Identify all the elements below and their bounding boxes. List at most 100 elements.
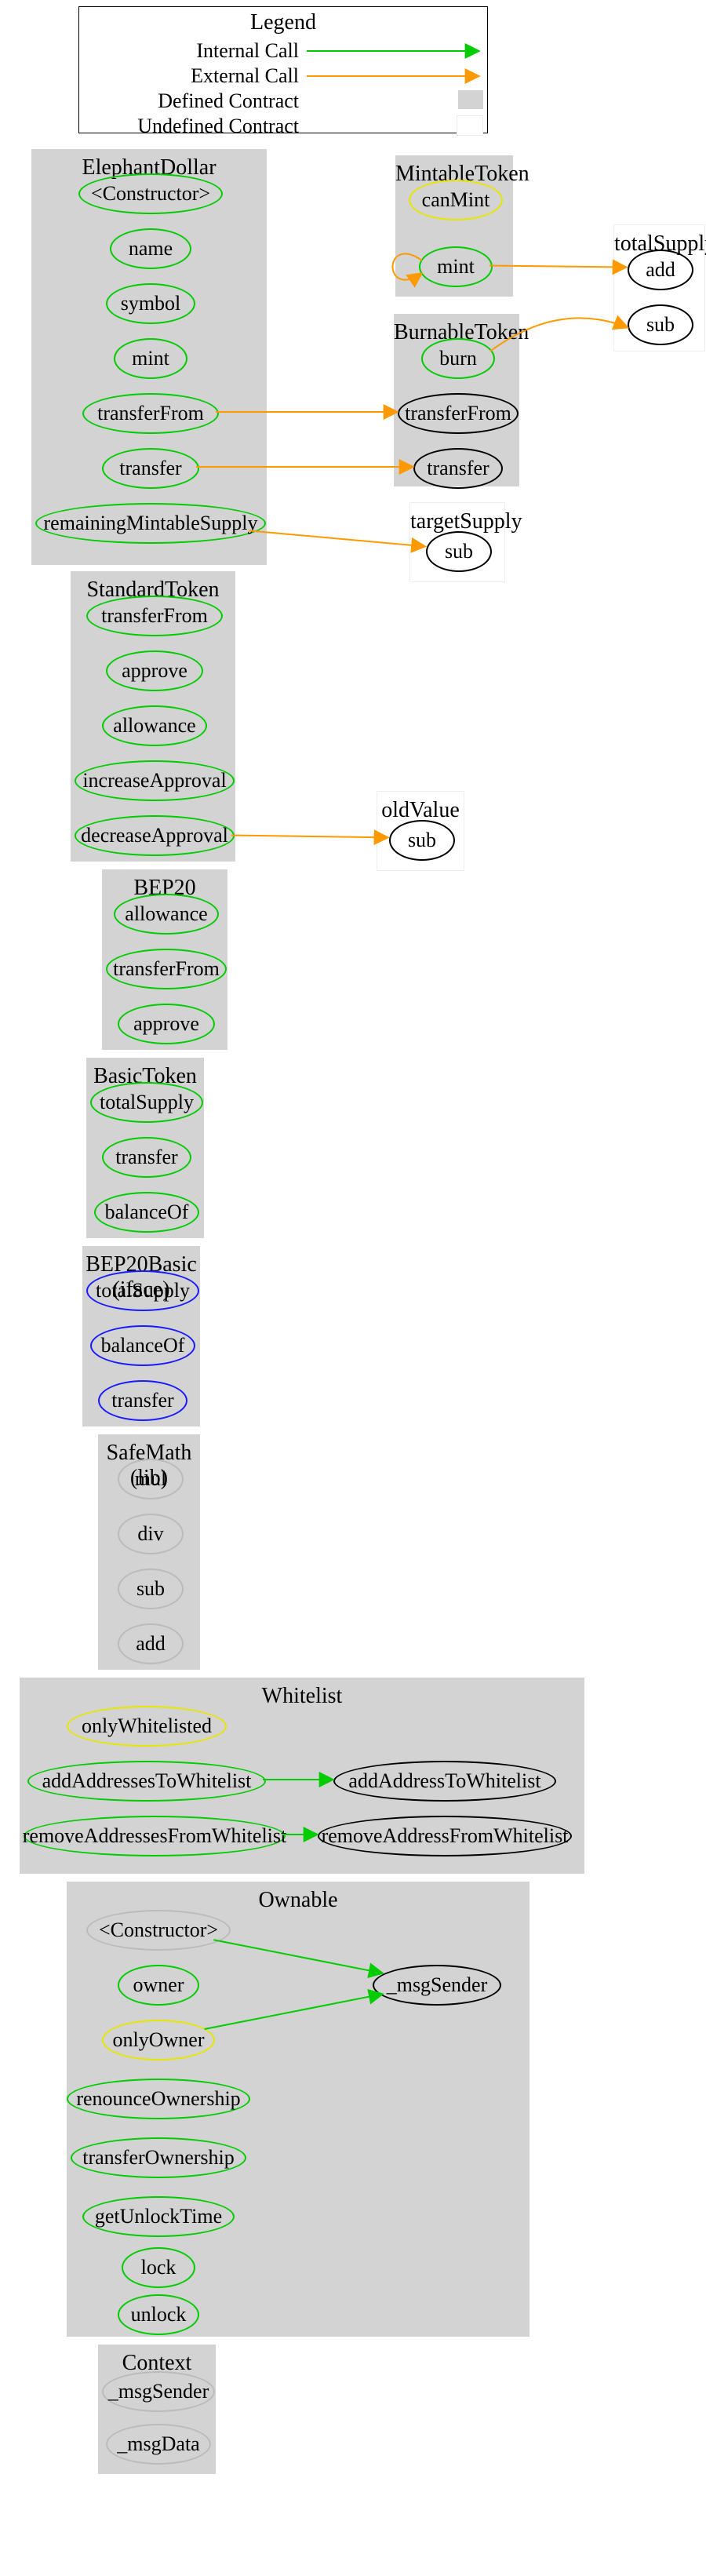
legend-label: Defined Contract: [79, 89, 307, 113]
legend-swatch: [458, 90, 483, 109]
fn-label: add: [136, 1632, 166, 1656]
fn-ow_transfer: transferOwnership: [71, 2137, 246, 2178]
fn-label: transfer: [115, 1146, 177, 1169]
fn-label: transferFrom: [113, 957, 220, 981]
fn-bat_totalSupply: totalSupply: [90, 1082, 203, 1123]
fn-ow_msgSender: _msgSender: [373, 1965, 501, 2006]
legend-label: External Call: [79, 64, 307, 88]
fn-label: owner: [133, 1973, 184, 1997]
fn-label: add: [646, 258, 675, 282]
fn-label: remainingMintableSupply: [44, 512, 258, 535]
fn-label: increaseApproval: [82, 769, 226, 792]
fn-wl_addOne: addAddressToWhitelist: [333, 1761, 556, 1802]
legend-label: Internal Call: [79, 39, 307, 63]
fn-mt_mint: mint: [419, 246, 493, 287]
fn-label: totalSupply: [100, 1091, 194, 1114]
fn-ow_onlyOwner: onlyOwner: [102, 2020, 215, 2060]
fn-sm_mul: mul: [118, 1459, 184, 1499]
contract-MintableToken: MintableTokencanMintmint: [395, 155, 513, 297]
legend-sample: [307, 114, 487, 139]
contract-Ownable: Ownable<Constructor>owneronlyOwnerrenoun…: [67, 1882, 530, 2337]
fn-ed_rms: remainingMintableSupply: [35, 503, 266, 544]
fn-label: balanceOf: [105, 1201, 189, 1224]
fn-label: transferOwnership: [82, 2146, 235, 2170]
fn-bb_balanceOf: balanceOf: [90, 1325, 195, 1366]
contract-ElephantDollar: ElephantDollar<Constructor>namesymbolmin…: [31, 149, 267, 565]
fn-label: addAddressesToWhitelist: [42, 1769, 252, 1793]
contract-Context: Context_msgSender_msgData: [98, 2345, 216, 2474]
fn-ts_sub: sub: [628, 304, 693, 345]
fn-label: transfer: [427, 457, 489, 480]
contract-BEP20: BEP20allowancetransferFromapprove: [102, 869, 227, 1050]
fn-ed_ctor: <Constructor>: [78, 173, 223, 214]
legend-row: Undefined Contract: [79, 114, 487, 139]
contract-StandardToken: StandardTokentransferFromapproveallowanc…: [71, 571, 235, 862]
fn-ed_name: name: [110, 228, 191, 269]
fn-label: mul: [135, 1467, 166, 1491]
legend-row: Defined Contract: [79, 89, 487, 114]
fn-label: unlock: [131, 2303, 187, 2326]
contract-totalSupply_: totalSupply_addsub: [613, 224, 705, 352]
contract-oldValue: oldValuesub: [377, 791, 464, 871]
fn-st_transferFrom: transferFrom: [86, 596, 223, 636]
legend-sample: [307, 89, 487, 114]
fn-b20_transferFrom: transferFrom: [106, 949, 227, 989]
fn-st_approve: approve: [106, 650, 203, 691]
fn-ctx_msgSender: _msgSender: [102, 2371, 215, 2412]
fn-label: symbol: [121, 292, 181, 315]
fn-label: sub: [445, 540, 473, 563]
fn-ow_unlock: unlock: [118, 2294, 199, 2335]
fn-label: removeAddressFromWhitelist: [322, 1824, 569, 1848]
edge: [231, 835, 388, 837]
fn-label: approve: [122, 659, 187, 683]
fn-label: canMint: [422, 188, 490, 212]
fn-label: div: [137, 1522, 163, 1546]
fn-b20_approve: approve: [118, 1004, 215, 1044]
fn-label: transferFrom: [101, 604, 208, 628]
contract-BEP20Basic: BEP20Basic (iface)totalSupplybalanceOftr…: [82, 1246, 200, 1426]
fn-label: <Constructor>: [99, 1918, 218, 1942]
edge: [249, 530, 426, 546]
fn-ts_add: add: [628, 250, 693, 290]
fn-label: sub: [408, 829, 436, 852]
fn-bat_transfer: transfer: [102, 1137, 191, 1178]
fn-label: getUnlockTime: [95, 2205, 222, 2228]
fn-ow_owner: owner: [118, 1965, 199, 2006]
fn-label: onlyOwner: [113, 2028, 205, 2052]
fn-label: mint: [132, 347, 169, 370]
contract-BurnableToken: BurnableTokenburntransferFromtransfer: [394, 314, 519, 486]
fn-mt_canMint: canMint: [409, 180, 503, 220]
fn-tgt_sub: sub: [426, 531, 492, 572]
fn-st_decAppr: decreaseApproval: [75, 815, 235, 856]
fn-label: mint: [437, 255, 475, 279]
fn-label: burn: [439, 347, 477, 370]
fn-label: sub: [136, 1577, 165, 1601]
fn-label: balanceOf: [101, 1334, 185, 1357]
fn-label: onlyWhitelisted: [82, 1714, 212, 1738]
fn-ed_symbol: symbol: [106, 283, 195, 324]
fn-ctx_msgData: _msgData: [106, 2424, 211, 2465]
fn-label: transferFrom: [97, 402, 204, 425]
fn-label: transfer: [111, 1389, 173, 1412]
fn-wl_removeOne: removeAddressFromWhitelist: [318, 1816, 572, 1856]
contract-BasicToken: BasicTokentotalSupplytransferbalanceOf: [86, 1058, 204, 1238]
fn-label: name: [129, 237, 173, 261]
contract-Whitelist: WhitelistonlyWhitelisted addAddressesToWh…: [20, 1678, 584, 1874]
fn-bt_burn: burn: [421, 338, 495, 379]
fn-st_incAppr: increaseApproval: [75, 760, 235, 801]
fn-label: transferFrom: [405, 402, 511, 425]
fn-label: lock: [141, 2256, 176, 2279]
fn-label: transfer: [119, 457, 181, 480]
fn-wl_removeAll: removeAddressesFromWhitelist: [24, 1816, 286, 1856]
fn-ow_lock: lock: [122, 2247, 195, 2288]
contract-targetSupply: targetSupplysub: [409, 502, 505, 582]
fn-label: totalSupply: [96, 1279, 190, 1303]
fn-bt_transferFrom: transferFrom: [398, 393, 519, 434]
fn-label: addAddressToWhitelist: [348, 1769, 540, 1793]
legend-title: Legend: [79, 7, 487, 38]
fn-ow_ctor: <Constructor>: [86, 1910, 231, 1951]
contract-title: Whitelist: [20, 1678, 584, 1712]
fn-bat_balanceOf: balanceOf: [94, 1192, 199, 1233]
fn-sm_add: add: [118, 1623, 184, 1664]
fn-sm_div: div: [118, 1514, 184, 1554]
